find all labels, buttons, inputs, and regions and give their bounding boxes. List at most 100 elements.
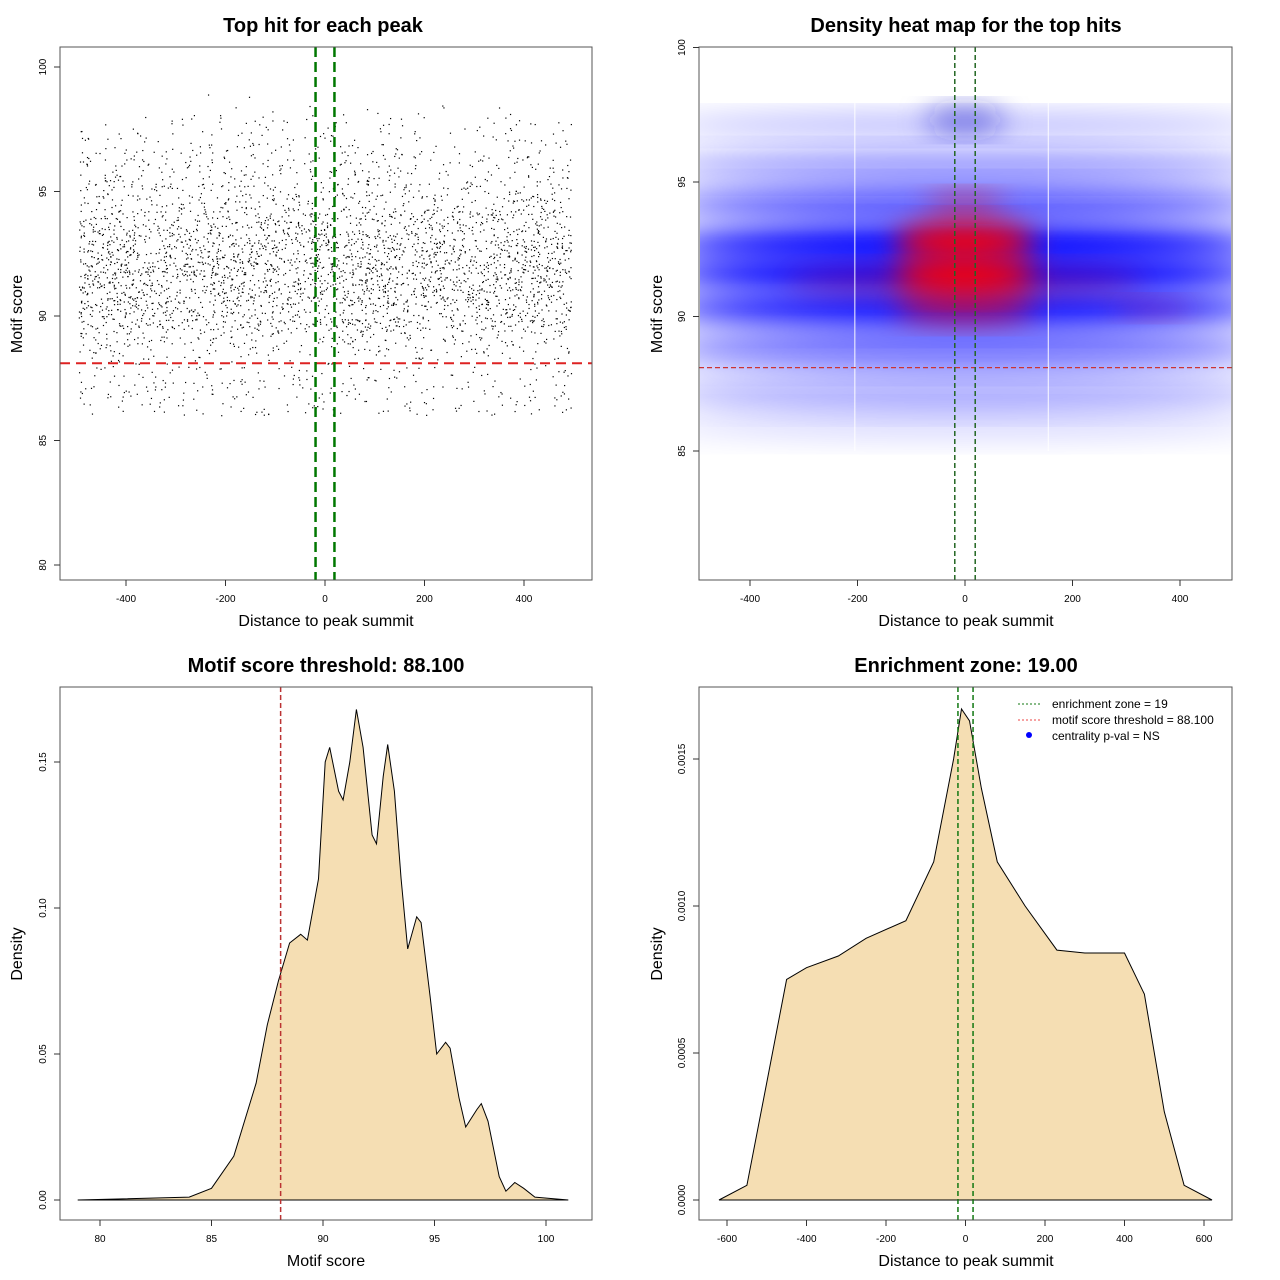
data-point: [517, 252, 519, 255]
data-point: [378, 230, 381, 232]
data-point: [115, 165, 117, 167]
data-point: [267, 270, 269, 272]
data-point: [405, 229, 407, 231]
data-point: [459, 211, 461, 213]
data-point: [103, 286, 106, 289]
data-point: [95, 275, 97, 278]
data-point: [512, 202, 514, 204]
data-point: [462, 246, 465, 248]
data-point: [90, 325, 92, 327]
data-point: [395, 342, 397, 344]
data-point: [189, 266, 192, 268]
data-point: [304, 412, 307, 414]
data-point: [391, 247, 394, 249]
data-point: [367, 184, 369, 186]
data-point: [404, 246, 406, 249]
data-point: [150, 285, 152, 287]
data-point: [423, 267, 425, 269]
data-point: [491, 414, 493, 416]
data-point: [310, 283, 312, 286]
data-point: [275, 247, 277, 249]
data-point: [392, 302, 395, 305]
data-point: [551, 198, 554, 200]
data-point: [443, 287, 445, 290]
data-point: [413, 293, 416, 296]
data-point: [554, 358, 556, 360]
data-point: [462, 342, 464, 345]
data-point: [270, 213, 272, 215]
data-point: [525, 301, 528, 303]
data-point: [384, 355, 386, 357]
data-point: [328, 241, 330, 243]
data-point: [388, 387, 390, 389]
data-point: [368, 272, 371, 274]
data-point: [472, 296, 474, 298]
data-point: [539, 253, 541, 255]
data-point: [434, 200, 436, 202]
data-point: [467, 291, 470, 293]
data-point: [378, 297, 381, 300]
data-point: [500, 242, 502, 244]
data-point: [271, 248, 274, 250]
data-point: [498, 167, 500, 170]
data-point: [234, 260, 237, 262]
x-tick-label: -400: [740, 594, 760, 605]
data-point: [86, 294, 88, 296]
data-point: [104, 367, 106, 369]
data-point: [87, 293, 89, 295]
data-point: [181, 273, 184, 275]
data-point: [258, 143, 260, 146]
data-point: [557, 238, 560, 240]
data-point: [559, 201, 562, 204]
data-point: [433, 242, 436, 245]
data-point: [484, 393, 486, 395]
data-point: [312, 266, 314, 268]
data-point: [183, 265, 185, 267]
data-point: [272, 174, 274, 176]
data-point: [245, 201, 247, 203]
data-point: [487, 264, 490, 266]
data-point: [459, 249, 461, 251]
data-point: [529, 291, 532, 293]
data-point: [410, 294, 413, 296]
data-point: [453, 207, 456, 210]
data-point: [443, 187, 445, 189]
data-point: [428, 279, 430, 281]
data-point: [429, 254, 431, 256]
data-point: [446, 351, 448, 354]
data-point: [293, 374, 295, 377]
data-point: [452, 211, 454, 214]
data-point: [332, 135, 334, 137]
data-point: [262, 229, 265, 231]
data-point: [132, 273, 134, 275]
data-point: [535, 168, 537, 170]
data-point: [267, 185, 269, 187]
data-point: [433, 256, 435, 258]
y-tick-label: 0.0010: [677, 890, 688, 921]
data-point: [483, 290, 485, 292]
data-point: [126, 287, 128, 289]
data-point: [326, 213, 329, 216]
data-point: [292, 197, 294, 200]
data-point: [312, 175, 314, 177]
data-point: [443, 107, 445, 109]
data-point: [435, 238, 437, 240]
data-point: [122, 213, 124, 215]
data-point: [102, 246, 104, 249]
data-point: [215, 272, 217, 275]
data-point: [416, 218, 418, 221]
data-point: [226, 266, 228, 268]
data-point: [319, 286, 322, 288]
data-point: [167, 187, 169, 189]
data-point: [94, 375, 96, 377]
data-point: [285, 239, 287, 241]
data-point: [264, 245, 266, 247]
data-point: [155, 292, 157, 295]
data-point: [412, 272, 414, 274]
data-point: [172, 326, 174, 329]
data-point: [195, 368, 198, 370]
data-point: [113, 300, 115, 302]
data-point: [169, 232, 171, 234]
data-point: [93, 351, 95, 354]
data-point: [507, 316, 509, 319]
